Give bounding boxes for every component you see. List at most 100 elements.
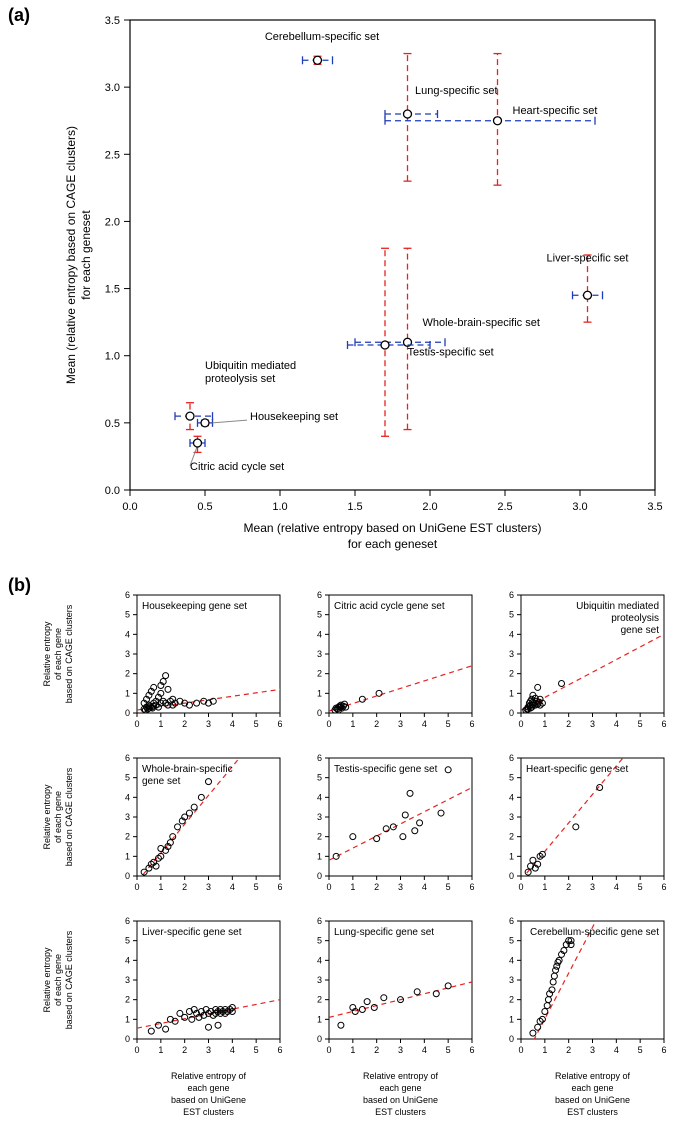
svg-text:6: 6 bbox=[277, 882, 282, 892]
svg-text:3.5: 3.5 bbox=[105, 15, 120, 27]
svg-text:4: 4 bbox=[509, 792, 514, 802]
svg-text:1: 1 bbox=[158, 1045, 163, 1055]
svg-text:0: 0 bbox=[509, 708, 514, 718]
svg-text:Whole-brain-specific: Whole-brain-specific bbox=[142, 764, 233, 775]
svg-text:of each gene: of each gene bbox=[53, 954, 63, 1006]
svg-text:6: 6 bbox=[469, 1045, 474, 1055]
svg-text:4: 4 bbox=[509, 955, 514, 965]
svg-text:3.0: 3.0 bbox=[105, 82, 120, 94]
svg-text:each gene: each gene bbox=[379, 1083, 421, 1093]
svg-text:0: 0 bbox=[518, 1045, 523, 1055]
svg-text:1: 1 bbox=[542, 719, 547, 729]
svg-text:3: 3 bbox=[317, 975, 322, 985]
svg-text:3: 3 bbox=[125, 812, 130, 822]
svg-text:Lung-specific gene set: Lung-specific gene set bbox=[334, 927, 434, 938]
svg-text:1: 1 bbox=[125, 851, 130, 861]
svg-text:4: 4 bbox=[509, 629, 514, 639]
svg-text:Relative entropy: Relative entropy bbox=[42, 947, 52, 1013]
svg-text:0.0: 0.0 bbox=[105, 485, 120, 497]
svg-text:3: 3 bbox=[206, 882, 211, 892]
svg-text:EST clusters: EST clusters bbox=[567, 1107, 618, 1117]
svg-text:6: 6 bbox=[125, 590, 130, 600]
svg-text:1: 1 bbox=[542, 1045, 547, 1055]
svg-text:2: 2 bbox=[182, 719, 187, 729]
svg-text:Citric acid cycle gene set: Citric acid cycle gene set bbox=[334, 601, 445, 612]
svg-text:2: 2 bbox=[182, 1045, 187, 1055]
svg-text:0: 0 bbox=[509, 1034, 514, 1044]
svg-text:4: 4 bbox=[317, 955, 322, 965]
svg-text:based on CAGE clusters: based on CAGE clusters bbox=[64, 604, 74, 703]
svg-text:Testis-specific set: Testis-specific set bbox=[408, 347, 494, 359]
svg-text:5: 5 bbox=[254, 719, 259, 729]
svg-text:4: 4 bbox=[125, 792, 130, 802]
svg-text:2: 2 bbox=[566, 882, 571, 892]
svg-text:1: 1 bbox=[350, 719, 355, 729]
svg-text:EST clusters: EST clusters bbox=[375, 1107, 426, 1117]
svg-text:1: 1 bbox=[509, 688, 514, 698]
svg-text:1: 1 bbox=[350, 882, 355, 892]
svg-text:0: 0 bbox=[125, 871, 130, 881]
svg-text:0: 0 bbox=[317, 708, 322, 718]
svg-text:0: 0 bbox=[317, 1034, 322, 1044]
svg-text:Mean (relative entropy based o: Mean (relative entropy based on UniGene … bbox=[244, 521, 542, 535]
panel-a-svg: 0.00.51.01.52.02.53.03.50.00.51.01.52.02… bbox=[0, 5, 685, 565]
svg-text:Whole-brain-specific set: Whole-brain-specific set bbox=[423, 317, 540, 329]
svg-text:2.5: 2.5 bbox=[105, 149, 120, 161]
svg-text:6: 6 bbox=[469, 719, 474, 729]
svg-text:Citric acid cycle set: Citric acid cycle set bbox=[190, 461, 284, 473]
svg-text:3: 3 bbox=[125, 975, 130, 985]
svg-text:3.5: 3.5 bbox=[647, 501, 662, 513]
svg-text:3: 3 bbox=[206, 719, 211, 729]
svg-text:Liver-specific set: Liver-specific set bbox=[547, 253, 629, 265]
svg-text:2: 2 bbox=[566, 1045, 571, 1055]
svg-text:1: 1 bbox=[317, 1014, 322, 1024]
panel-b-svg: 01234560123456Housekeeping gene setRelat… bbox=[0, 565, 685, 1124]
svg-text:2: 2 bbox=[182, 882, 187, 892]
svg-text:1: 1 bbox=[509, 1014, 514, 1024]
svg-text:4: 4 bbox=[422, 1045, 427, 1055]
svg-text:1: 1 bbox=[125, 1014, 130, 1024]
svg-text:1: 1 bbox=[509, 851, 514, 861]
svg-text:4: 4 bbox=[317, 792, 322, 802]
svg-text:2.5: 2.5 bbox=[497, 501, 512, 513]
svg-text:Housekeeping set: Housekeeping set bbox=[250, 411, 338, 423]
svg-text:3: 3 bbox=[317, 649, 322, 659]
svg-text:1.5: 1.5 bbox=[105, 284, 120, 296]
svg-text:2: 2 bbox=[374, 1045, 379, 1055]
svg-text:gene set: gene set bbox=[142, 776, 181, 787]
svg-text:based on UniGene: based on UniGene bbox=[363, 1095, 438, 1105]
svg-text:1.5: 1.5 bbox=[347, 501, 362, 513]
svg-text:6: 6 bbox=[317, 590, 322, 600]
svg-text:4: 4 bbox=[125, 955, 130, 965]
svg-text:3: 3 bbox=[206, 1045, 211, 1055]
svg-text:3.0: 3.0 bbox=[572, 501, 587, 513]
svg-text:0: 0 bbox=[134, 882, 139, 892]
svg-text:6: 6 bbox=[277, 719, 282, 729]
svg-text:5: 5 bbox=[446, 1045, 451, 1055]
svg-text:each gene: each gene bbox=[187, 1083, 229, 1093]
svg-text:0: 0 bbox=[518, 719, 523, 729]
svg-text:2.0: 2.0 bbox=[422, 501, 437, 513]
svg-text:6: 6 bbox=[469, 882, 474, 892]
svg-text:for each geneset: for each geneset bbox=[79, 210, 93, 300]
svg-text:5: 5 bbox=[638, 719, 643, 729]
svg-text:Cerebellum-specific gene set: Cerebellum-specific gene set bbox=[530, 927, 659, 938]
svg-text:0: 0 bbox=[518, 882, 523, 892]
svg-text:4: 4 bbox=[230, 882, 235, 892]
svg-text:5: 5 bbox=[509, 773, 514, 783]
svg-text:6: 6 bbox=[509, 753, 514, 763]
svg-text:4: 4 bbox=[230, 719, 235, 729]
svg-text:6: 6 bbox=[277, 1045, 282, 1055]
svg-text:Heart-specific gene set: Heart-specific gene set bbox=[526, 764, 628, 775]
svg-text:each gene: each gene bbox=[571, 1083, 613, 1093]
svg-text:based on UniGene: based on UniGene bbox=[555, 1095, 630, 1105]
svg-text:0: 0 bbox=[134, 1045, 139, 1055]
svg-text:of each gene: of each gene bbox=[53, 628, 63, 680]
svg-text:4: 4 bbox=[317, 629, 322, 639]
svg-text:0.5: 0.5 bbox=[105, 418, 120, 430]
svg-text:0: 0 bbox=[326, 719, 331, 729]
svg-text:Heart-specific set: Heart-specific set bbox=[513, 105, 598, 117]
svg-text:0.5: 0.5 bbox=[197, 501, 212, 513]
svg-text:EST clusters: EST clusters bbox=[183, 1107, 234, 1117]
svg-text:based on CAGE clusters: based on CAGE clusters bbox=[64, 767, 74, 866]
